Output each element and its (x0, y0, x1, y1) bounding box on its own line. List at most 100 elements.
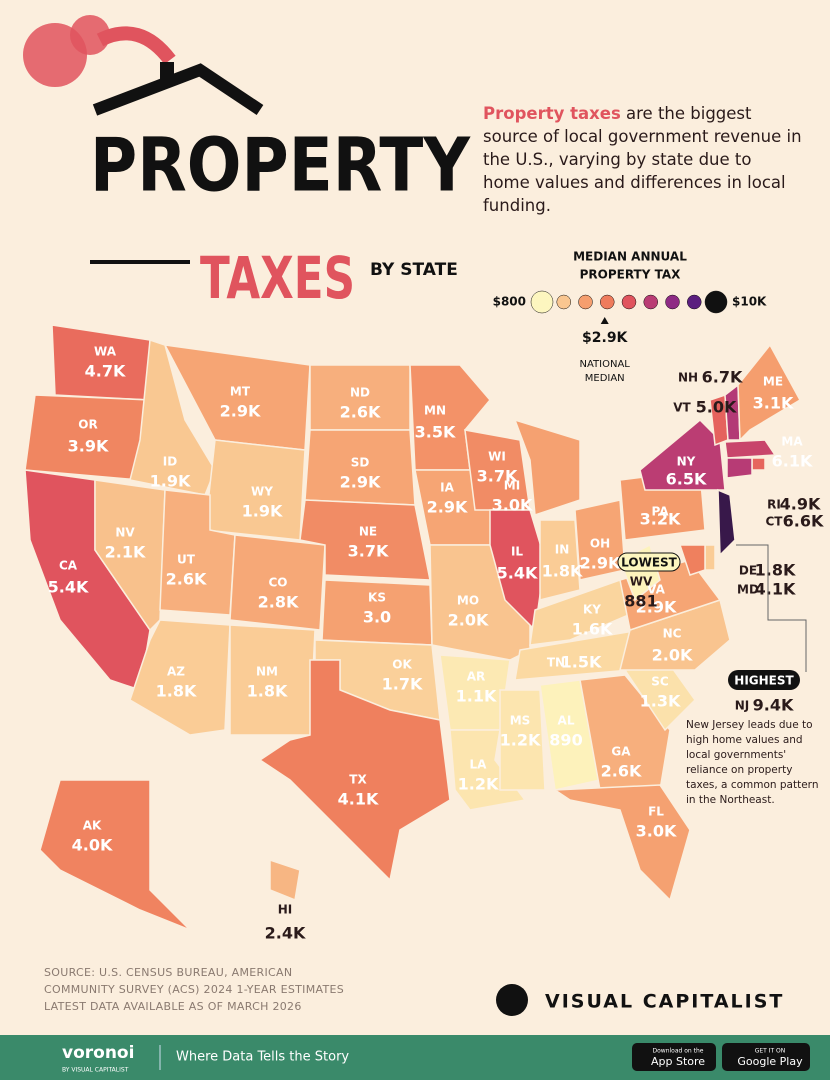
state-abbr: ME (763, 375, 783, 389)
callout-line (736, 544, 807, 672)
source: SOURCE: U.S. CENSUS BUREAU, AMERICAN COMM… (44, 964, 344, 1015)
footer-logo[interactable]: voronoi (62, 1043, 134, 1063)
state-value: 4.7K (85, 362, 126, 381)
state (229, 534, 326, 631)
state-value: 3.2K (640, 510, 681, 529)
legend-swatch (665, 294, 680, 310)
state-value: 1.9K (242, 502, 283, 521)
state-abbr: TX (349, 773, 367, 787)
state-value: 5.4K (497, 564, 538, 583)
state-value: 1.6K (572, 620, 613, 639)
state-abbr: FL (648, 805, 664, 819)
intro-bold: Property taxes (483, 104, 621, 123)
state-abbr: MA (781, 435, 803, 449)
brand-logo (496, 984, 528, 1016)
state-abbr: CT (766, 515, 784, 529)
logo-smoke (23, 15, 176, 87)
state-value: 2.1K (105, 543, 146, 562)
source-line: COMMUNITY SURVEY (ACS) 2024 1-YEAR ESTIM… (44, 983, 345, 996)
state-value: 5.4K (48, 578, 89, 597)
title: PROPERTY (90, 123, 471, 209)
state-value: 2.4K (265, 924, 306, 943)
state-abbr: NY (677, 455, 696, 469)
state (552, 784, 691, 902)
state-abbr: PA (652, 505, 670, 519)
state-value: 1.8K (755, 561, 796, 580)
state-value: 4.1K (755, 580, 796, 599)
state-value: 2.8K (258, 593, 299, 612)
footer-bar: voronoi BY VISUAL CAPITALIST Where Data … (62, 1043, 810, 1074)
tagline: Where Data Tells the Story (176, 1050, 349, 1065)
legend-swatch (530, 290, 554, 314)
state-abbr: HI (278, 903, 293, 917)
intro: Property taxes are the biggest source of… (483, 102, 803, 217)
state-value: 881 (624, 592, 657, 611)
state-abbr: WY (251, 485, 273, 499)
legend-swatch (704, 290, 728, 314)
state-abbr: AK (83, 819, 102, 833)
state-value: 1.5K (561, 653, 602, 672)
median-caption: MEDIAN (585, 373, 625, 384)
state (704, 544, 716, 571)
state-abbr: WI (488, 450, 506, 464)
state (94, 479, 166, 632)
footer-logo-sub: BY VISUAL CAPITALIST (62, 1067, 129, 1074)
play-small: GET IT ON (755, 1048, 786, 1055)
state-value: 2.9K (636, 598, 677, 617)
state-abbr: AL (558, 714, 575, 728)
state-value: 1.7K (382, 675, 423, 694)
highest-label: HIGHEST (734, 674, 794, 688)
state-abbr: MD (737, 583, 759, 597)
state-abbr: VT (673, 401, 691, 415)
highest-note: New Jersey leads due to high home values… (686, 719, 819, 806)
state-value: 1.8K (542, 562, 583, 581)
state-value: 1.8K (247, 682, 288, 701)
state-value: 6.5K (666, 470, 707, 489)
state-value: 1.8K (156, 682, 197, 701)
state-value: 2.9K (580, 554, 621, 573)
state-abbr: KS (368, 591, 386, 605)
state-value: 2.9K (220, 402, 261, 421)
brand: VISUAL CAPITALIST (545, 991, 784, 1013)
state-abbr: VA (647, 583, 665, 597)
state-abbr: NJ (735, 699, 750, 713)
state-value: 3.9K (68, 437, 109, 456)
legend-swatch (578, 294, 593, 310)
source-line: SOURCE: U.S. CENSUS BUREAU, AMERICAN (44, 966, 293, 979)
state (717, 488, 736, 557)
state-value: 9.4K (753, 696, 794, 715)
state-abbr: SC (651, 675, 669, 689)
state-abbr: TN (547, 656, 565, 670)
state-abbr: IA (440, 481, 454, 495)
state-abbr: ND (350, 386, 370, 400)
state-value: 1.2K (458, 775, 499, 794)
state-abbr: GA (611, 745, 631, 759)
source-line: LATEST DATA AVAILABLE AS OF MARCH 2026 (44, 1000, 302, 1013)
state-value: 1.1K (456, 687, 497, 706)
state-abbr: CO (268, 576, 287, 590)
state-value: 6.7K (702, 368, 743, 387)
state-abbr: KY (583, 603, 601, 617)
app-store-button[interactable] (632, 1043, 716, 1071)
legend-title: PROPERTY TAX (580, 268, 682, 282)
state-abbr: MO (457, 594, 479, 608)
state (299, 499, 431, 581)
state (724, 439, 777, 459)
state (39, 779, 191, 931)
state-value: 890 (549, 731, 582, 750)
state-abbr: NH (678, 371, 698, 385)
state-value: 4.1K (338, 790, 379, 809)
state (751, 457, 766, 471)
title-2: TAXES (200, 244, 355, 312)
state-abbr: AR (467, 670, 486, 684)
median-marker (600, 317, 609, 324)
state-value: 3.0 (363, 608, 391, 627)
chimney (160, 62, 174, 86)
state-value: 3.1K (753, 394, 794, 413)
state-abbr: UT (177, 553, 196, 567)
state-value: 5.0K (696, 398, 737, 417)
play-button[interactable] (722, 1043, 810, 1071)
footer: voronoi BY VISUAL CAPITALIST Where Data … (0, 1035, 830, 1080)
